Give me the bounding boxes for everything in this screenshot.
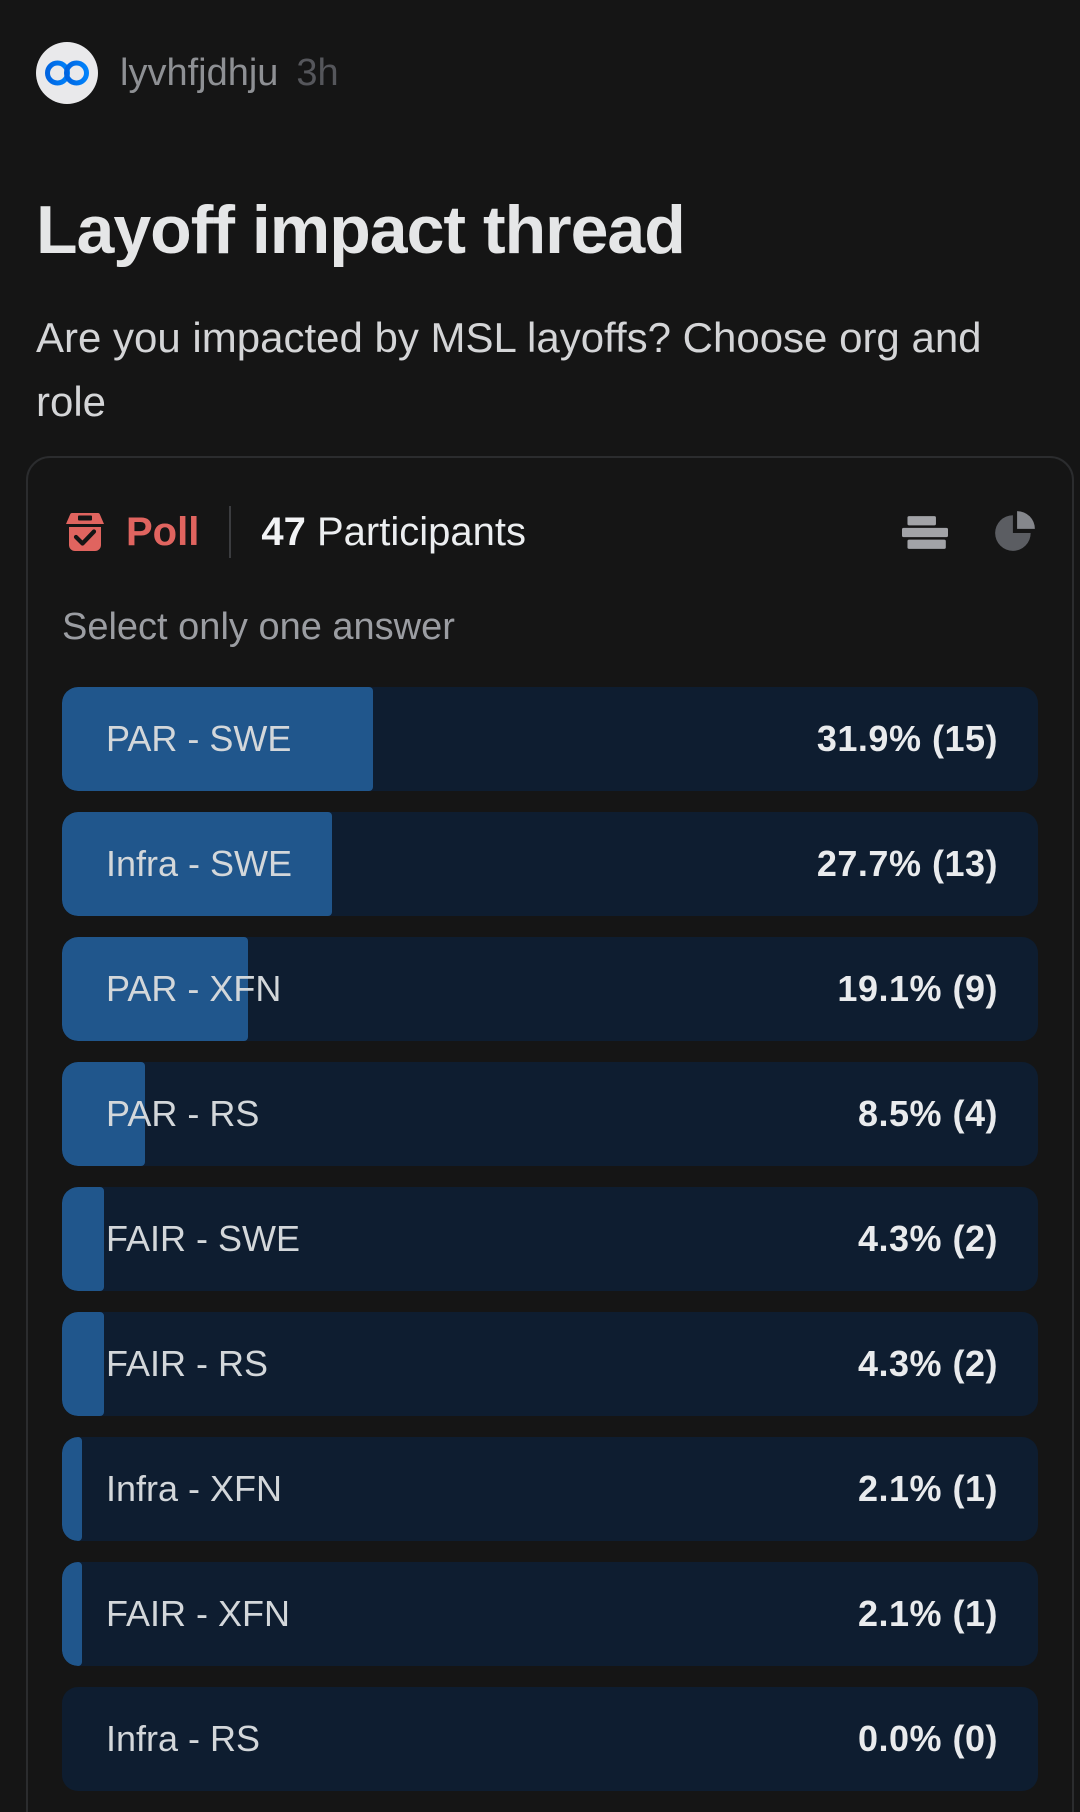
- post-body: Are you impacted by MSL layoffs? Choose …: [36, 314, 982, 425]
- option-fill-bar: [62, 1562, 83, 1666]
- option-fill-bar: [62, 812, 333, 916]
- option-fill-bar: [62, 1312, 104, 1416]
- option-label: PAR - XFN: [106, 968, 282, 1009]
- option-value: 0.0% (0): [857, 1718, 998, 1759]
- option-fill-bar: [62, 1062, 145, 1166]
- poll-option[interactable]: FAIR - SWE 4.3% (2): [62, 1187, 1038, 1291]
- option-value: 31.9% (15): [816, 718, 998, 759]
- poll-options: PAR - SWE 31.9% (15) Infra - SWE 27.7% (…: [62, 687, 1038, 1791]
- option-label: PAR - RS: [106, 1093, 260, 1134]
- poll-card: Poll 47 Participants: [26, 456, 1074, 1812]
- option-value: 2.1% (1): [857, 1593, 998, 1634]
- post-header: lyvhfjdhju 3h: [0, 0, 1080, 104]
- option-fill-bar: [62, 1187, 104, 1291]
- poll-type-label: Poll: [126, 509, 200, 554]
- bar-view-toggle[interactable]: [902, 515, 948, 549]
- poll-instruction: Select only one answer: [62, 606, 455, 648]
- option-value: 4.3% (2): [857, 1218, 998, 1259]
- option-label: Infra - RS: [106, 1718, 261, 1759]
- poll-option[interactable]: PAR - XFN 19.1% (9): [62, 937, 1038, 1041]
- option-fill-bar: [62, 687, 374, 791]
- option-label: FAIR - XFN: [106, 1593, 291, 1634]
- option-label: PAR - SWE: [106, 718, 292, 759]
- option-value: 8.5% (4): [857, 1093, 998, 1134]
- poll-option[interactable]: PAR - SWE 31.9% (15): [62, 687, 1038, 791]
- option-label: FAIR - RS: [106, 1343, 269, 1384]
- bar-view-icon: [902, 515, 948, 549]
- pie-view-toggle[interactable]: [992, 509, 1038, 555]
- option-value: 27.7% (13): [816, 843, 998, 884]
- poll-option[interactable]: Infra - XFN 2.1% (1): [62, 1437, 1038, 1541]
- poll-option[interactable]: PAR - RS 8.5% (4): [62, 1062, 1038, 1166]
- option-fill-bar: [62, 1437, 83, 1541]
- post-timestamp: 3h: [296, 51, 339, 94]
- avatar[interactable]: [36, 42, 98, 104]
- poll-header: Poll 47 Participants: [62, 504, 1038, 560]
- option-value: 19.1% (9): [837, 968, 998, 1009]
- post-title: Layoff impact thread: [36, 192, 686, 268]
- ballot-box-icon: [66, 513, 104, 551]
- participants-count[interactable]: 47 Participants: [261, 509, 526, 554]
- header-divider: [229, 506, 232, 558]
- option-label: Infra - XFN: [106, 1468, 283, 1509]
- view-toggles: [902, 509, 1038, 555]
- username[interactable]: lyvhfjdhju: [120, 51, 279, 94]
- meta-logo-icon: [45, 60, 89, 86]
- poll-option[interactable]: Infra - SWE 27.7% (13): [62, 812, 1038, 916]
- poll-option[interactable]: Infra - RS 0.0% (0): [62, 1687, 1038, 1791]
- option-fill-bar: [62, 937, 249, 1041]
- pie-view-icon: [995, 511, 1035, 551]
- option-value: 2.1% (1): [857, 1468, 998, 1509]
- option-label: FAIR - SWE: [106, 1218, 301, 1259]
- poll-option[interactable]: FAIR - XFN 2.1% (1): [62, 1562, 1038, 1666]
- poll-option[interactable]: FAIR - RS 4.3% (2): [62, 1312, 1038, 1416]
- option-label: Infra - SWE: [106, 843, 293, 884]
- option-value: 4.3% (2): [857, 1343, 998, 1384]
